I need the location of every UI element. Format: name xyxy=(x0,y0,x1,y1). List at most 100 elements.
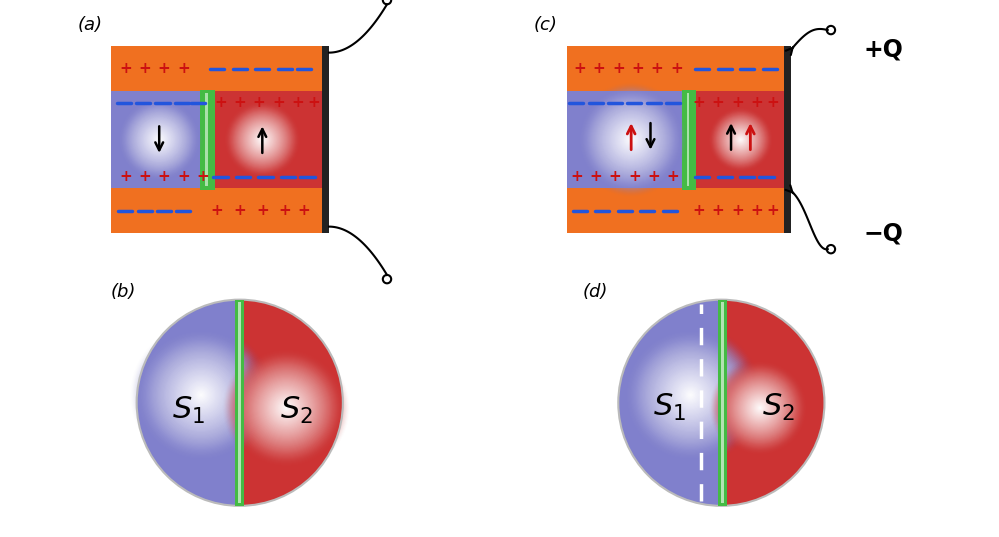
Bar xyxy=(696,91,786,188)
Circle shape xyxy=(644,349,736,441)
Circle shape xyxy=(270,392,303,424)
Circle shape xyxy=(740,139,741,140)
Circle shape xyxy=(248,369,325,447)
Circle shape xyxy=(738,387,781,430)
Circle shape xyxy=(262,383,311,433)
Circle shape xyxy=(719,118,762,162)
Bar xyxy=(566,91,682,188)
Circle shape xyxy=(580,89,682,191)
Circle shape xyxy=(239,116,286,163)
Circle shape xyxy=(624,329,756,461)
Circle shape xyxy=(668,373,712,417)
Circle shape xyxy=(120,100,199,179)
Circle shape xyxy=(151,345,252,446)
Circle shape xyxy=(721,120,760,159)
Circle shape xyxy=(583,92,678,187)
Circle shape xyxy=(284,406,289,410)
Circle shape xyxy=(727,375,792,440)
Circle shape xyxy=(170,364,233,426)
Circle shape xyxy=(236,358,337,459)
Circle shape xyxy=(622,131,640,148)
Circle shape xyxy=(732,132,749,148)
Circle shape xyxy=(236,113,289,166)
Circle shape xyxy=(253,130,272,149)
Circle shape xyxy=(132,113,186,166)
Circle shape xyxy=(154,134,165,145)
Circle shape xyxy=(148,342,254,448)
Circle shape xyxy=(718,117,763,162)
Circle shape xyxy=(151,132,168,148)
Circle shape xyxy=(133,113,186,166)
Circle shape xyxy=(732,131,749,149)
Circle shape xyxy=(243,120,282,159)
Bar xyxy=(201,90,215,190)
Circle shape xyxy=(257,134,268,145)
Circle shape xyxy=(144,124,175,155)
Circle shape xyxy=(683,388,697,402)
Circle shape xyxy=(269,391,304,425)
Circle shape xyxy=(187,381,216,409)
Circle shape xyxy=(720,368,799,447)
Circle shape xyxy=(595,104,667,176)
Text: +: + xyxy=(214,95,227,110)
Bar xyxy=(566,188,786,233)
Circle shape xyxy=(119,99,200,180)
Circle shape xyxy=(656,361,724,429)
Circle shape xyxy=(743,391,776,424)
Circle shape xyxy=(280,402,293,415)
Circle shape xyxy=(171,365,231,425)
Circle shape xyxy=(585,94,676,185)
Circle shape xyxy=(750,398,769,417)
Circle shape xyxy=(711,111,769,169)
Circle shape xyxy=(248,125,277,154)
Circle shape xyxy=(152,346,251,444)
Circle shape xyxy=(260,137,265,142)
Circle shape xyxy=(636,341,744,449)
Circle shape xyxy=(620,129,641,150)
Text: +: + xyxy=(692,203,705,218)
Circle shape xyxy=(731,379,789,437)
Bar xyxy=(238,302,241,503)
Circle shape xyxy=(733,132,748,147)
Circle shape xyxy=(140,333,263,456)
Circle shape xyxy=(142,336,260,454)
Circle shape xyxy=(688,393,693,397)
Circle shape xyxy=(734,382,786,434)
Circle shape xyxy=(677,382,703,408)
Bar xyxy=(235,300,245,506)
Circle shape xyxy=(249,126,277,154)
Circle shape xyxy=(257,379,315,437)
Circle shape xyxy=(229,351,343,465)
Bar xyxy=(206,93,208,186)
Circle shape xyxy=(673,378,707,412)
Circle shape xyxy=(736,135,745,144)
Circle shape xyxy=(598,107,664,172)
Circle shape xyxy=(156,136,162,143)
Circle shape xyxy=(604,113,658,166)
Circle shape xyxy=(147,127,172,153)
Text: +: + xyxy=(592,61,605,76)
Text: $S_1$: $S_1$ xyxy=(653,393,686,424)
Circle shape xyxy=(129,110,189,170)
Circle shape xyxy=(126,106,192,173)
Text: +: + xyxy=(612,61,624,76)
Circle shape xyxy=(277,398,296,418)
Circle shape xyxy=(653,358,727,432)
Text: $S_1$: $S_1$ xyxy=(172,395,205,426)
Circle shape xyxy=(625,330,755,460)
Circle shape xyxy=(141,121,177,158)
Circle shape xyxy=(157,351,246,439)
Text: −Q: −Q xyxy=(863,221,903,245)
Circle shape xyxy=(233,354,340,462)
Text: +: + xyxy=(272,95,285,110)
Circle shape xyxy=(612,121,649,158)
Circle shape xyxy=(599,108,663,171)
Circle shape xyxy=(175,368,228,422)
Text: +: + xyxy=(234,203,246,218)
Circle shape xyxy=(242,119,284,161)
Circle shape xyxy=(708,107,773,172)
Circle shape xyxy=(676,381,705,409)
Circle shape xyxy=(619,128,642,151)
Circle shape xyxy=(748,396,772,420)
Circle shape xyxy=(250,127,275,152)
